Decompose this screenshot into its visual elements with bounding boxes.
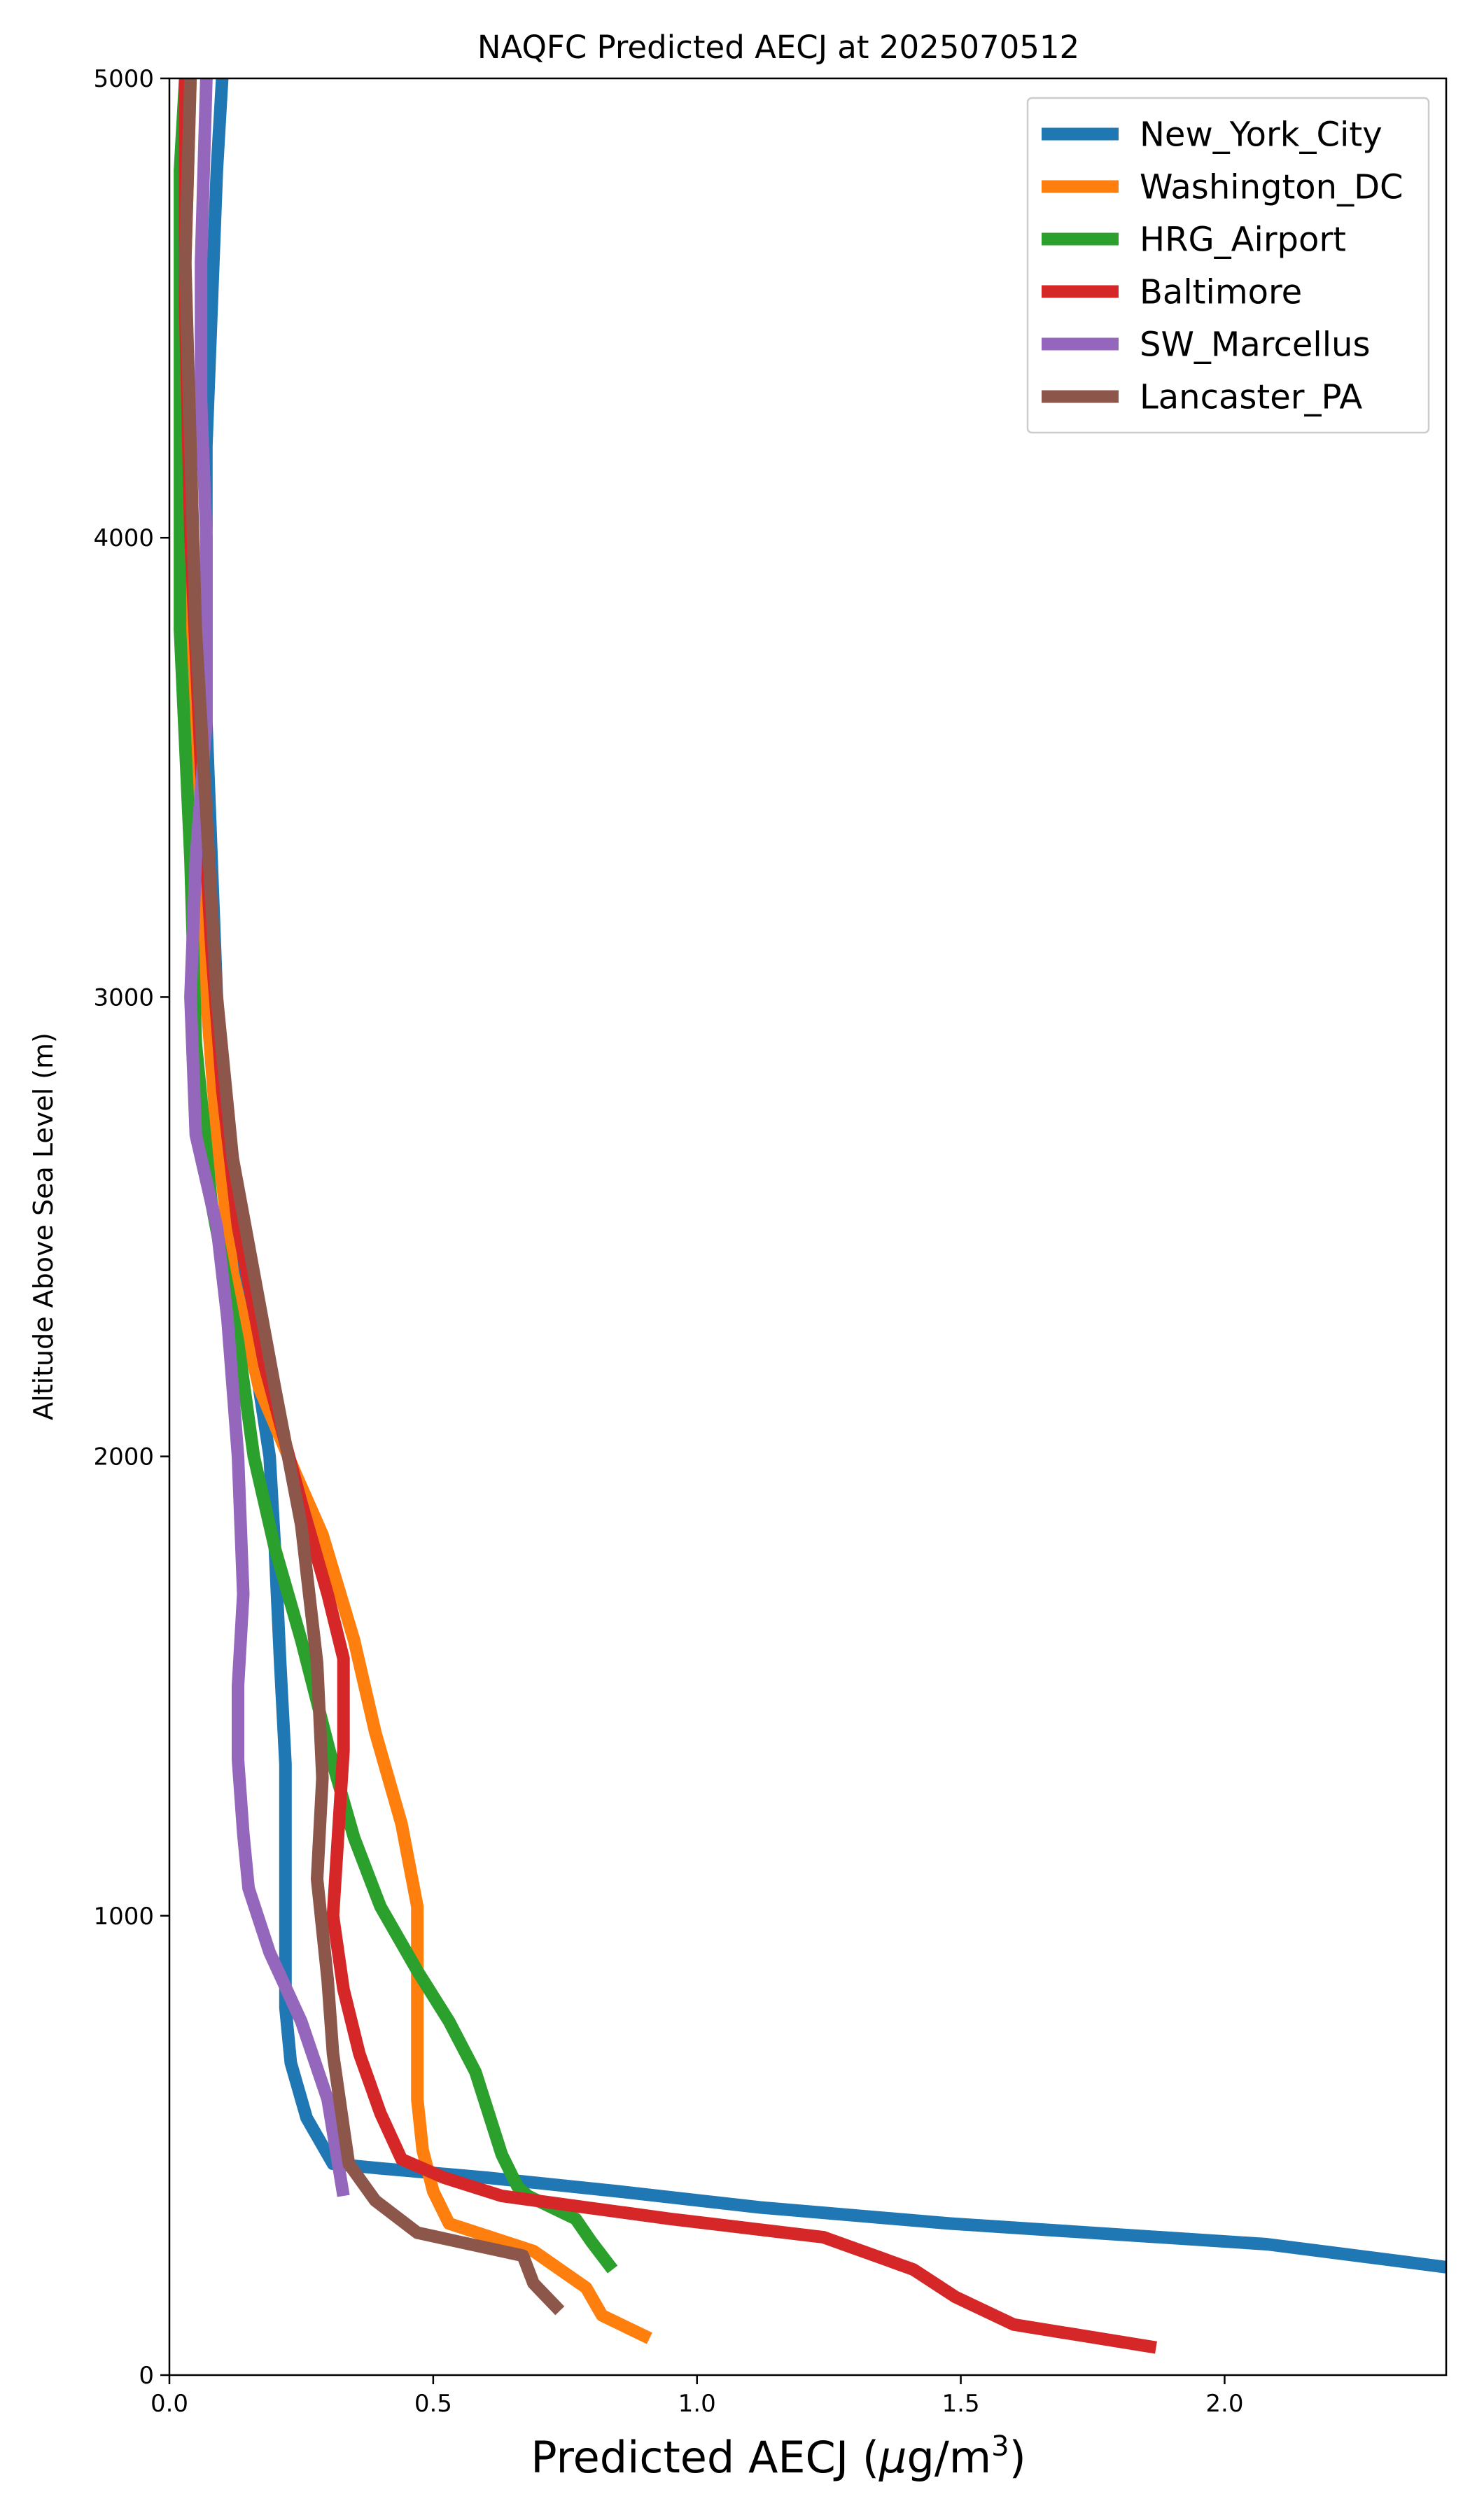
y-tick-label: 1000 bbox=[93, 1903, 154, 1931]
x-axis-label-mu: μ bbox=[878, 2432, 906, 2483]
legend-label: New_York_City bbox=[1140, 115, 1382, 155]
x-axis-label-main: Predicted AECJ ( bbox=[531, 2432, 879, 2483]
x-tick-label: 1.0 bbox=[678, 2390, 716, 2418]
legend-box bbox=[1026, 97, 1430, 434]
y-tick-label: 2000 bbox=[93, 1443, 154, 1471]
plot-lines bbox=[174, 78, 1446, 2354]
legend-label: Washington_DC bbox=[1140, 168, 1404, 207]
x-tick-label: 0.0 bbox=[150, 2390, 188, 2418]
x-axis-label-exponent: 3 bbox=[991, 2430, 1009, 2463]
y-axis-label: Altitude Above Sea Level (m) bbox=[28, 1032, 59, 1420]
y-tick-label: 0 bbox=[139, 2362, 154, 2390]
plot-frame bbox=[168, 77, 1448, 2376]
y-tick-label: 3000 bbox=[93, 983, 154, 1011]
x-axis-label: Predicted AECJ (μg/m3) bbox=[531, 2430, 1026, 2483]
legend-label: HRG_Airport bbox=[1140, 220, 1346, 260]
series-line-Washington_DC bbox=[178, 78, 652, 2344]
legend: New_York_City Washington_DC HRG_Airport Bal… bbox=[1026, 97, 1430, 434]
x-axis-label-close: ) bbox=[1009, 2432, 1026, 2483]
y-tick-label: 4000 bbox=[93, 524, 154, 552]
x-axis: 0.0 0.5 1.0 1.5 2.0 bbox=[150, 2375, 1243, 2418]
series-line-SW_Marcellus bbox=[184, 78, 350, 2197]
y-axis: 0 1000 2000 3000 4000 5000 bbox=[93, 65, 169, 2390]
x-tick-label: 1.5 bbox=[942, 2390, 980, 2418]
legend-label: SW_Marcellus bbox=[1140, 326, 1370, 365]
series-line-HRG_Airport bbox=[174, 78, 618, 2274]
y-tick-label: 5000 bbox=[93, 65, 154, 93]
series-line-Lancaster_PA bbox=[178, 78, 565, 2316]
legend-label: Baltimore bbox=[1140, 273, 1302, 312]
legend-label: Lancaster_PA bbox=[1140, 378, 1362, 417]
x-tick-label: 0.5 bbox=[414, 2390, 452, 2418]
x-tick-label: 2.0 bbox=[1205, 2390, 1243, 2418]
x-axis-label-unit: g/m bbox=[906, 2432, 991, 2483]
chart-title: NAQFC Predicted AECJ at 2025070512 bbox=[477, 29, 1079, 66]
